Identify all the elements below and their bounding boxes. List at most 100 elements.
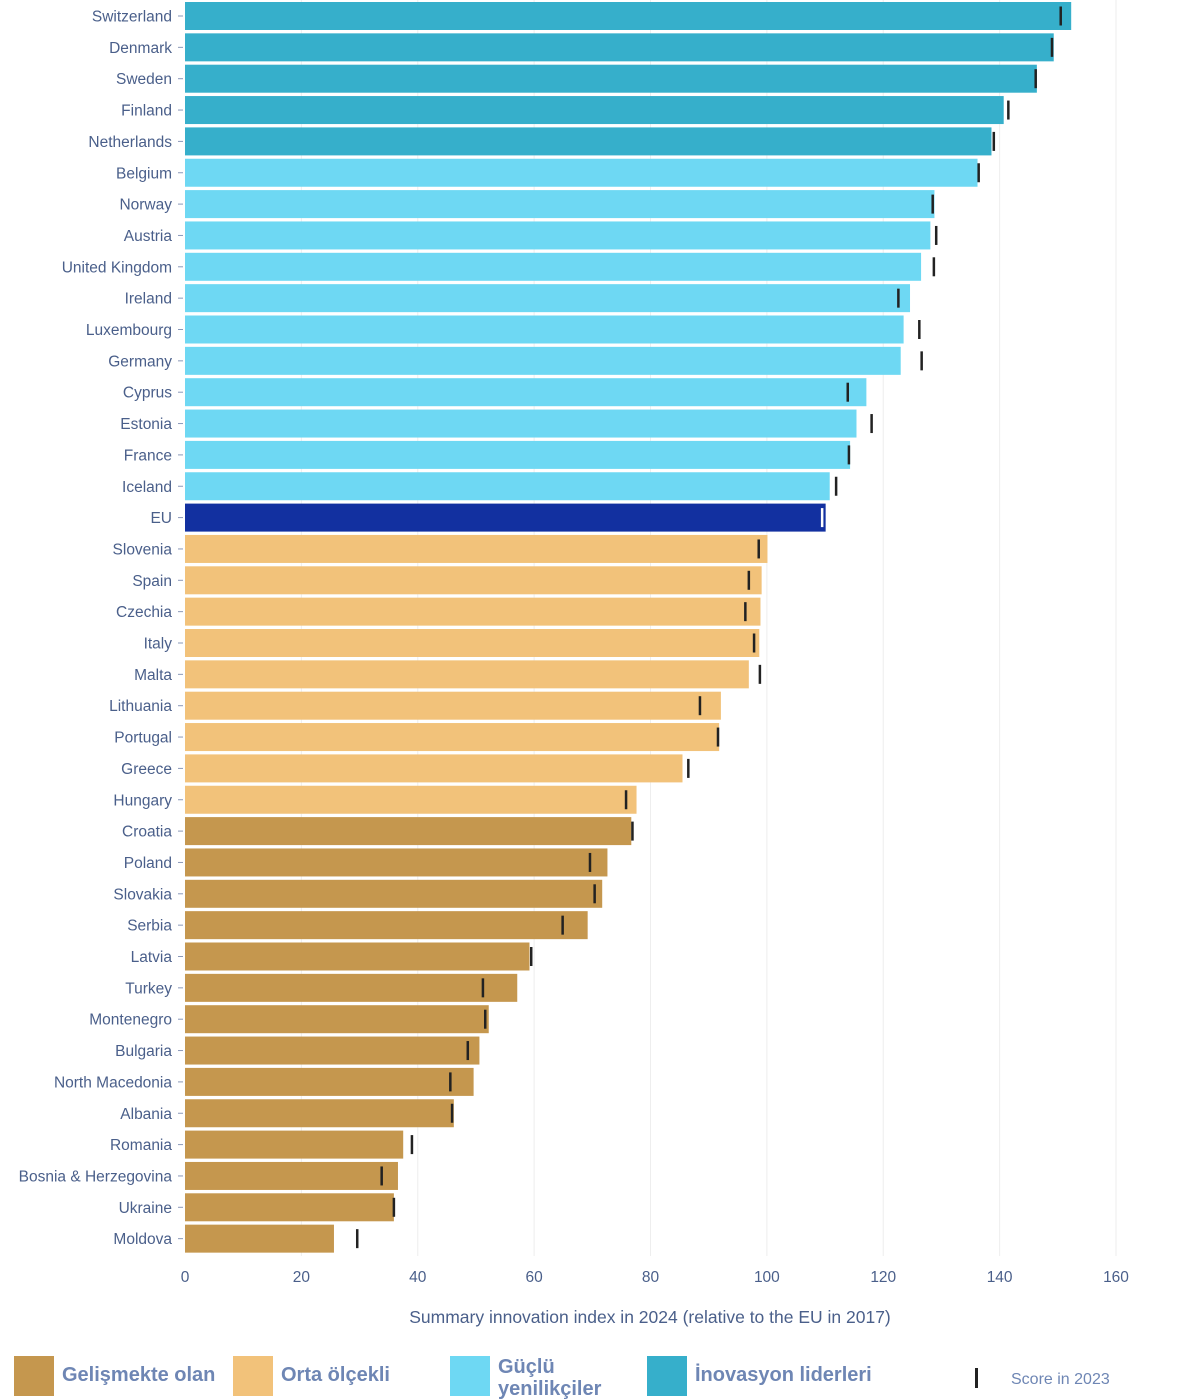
marker-2023-luxembourg xyxy=(918,320,921,339)
marker-2023-belgium xyxy=(977,163,980,183)
legend-label-score-2023: Score in 2023 xyxy=(1011,1371,1110,1388)
bar-series xyxy=(185,2,1072,1253)
x-tick-label: 120 xyxy=(870,1269,896,1286)
bar-slovenia xyxy=(185,534,768,563)
bar-bosnia-herzegovina xyxy=(185,1161,398,1190)
category-label-norway: Norway xyxy=(119,197,172,214)
marker-2023-france xyxy=(847,445,851,465)
bar-albania xyxy=(185,1099,454,1128)
category-label-lithuania: Lithuania xyxy=(109,698,172,715)
marker-2023-spain xyxy=(747,570,751,590)
x-tick-label: 20 xyxy=(293,1269,311,1286)
category-label-greece: Greece xyxy=(121,761,172,778)
marker-2023-bulgaria xyxy=(466,1041,470,1061)
marker-2023-cyprus xyxy=(846,382,850,402)
category-label-switzerland: Switzerland xyxy=(92,9,172,26)
category-label-croatia: Croatia xyxy=(122,824,172,841)
bar-austria xyxy=(185,221,931,250)
category-label-bulgaria: Bulgaria xyxy=(115,1043,172,1060)
bar-estonia xyxy=(185,409,857,438)
category-label-iceland: Iceland xyxy=(122,479,172,496)
legend-marker-2023 xyxy=(975,1368,978,1388)
bar-finland xyxy=(185,96,1004,125)
bar-luxembourg xyxy=(185,315,904,344)
bar-belgium xyxy=(185,158,978,187)
bar-montenegro xyxy=(185,1005,489,1034)
marker-2023-moldova xyxy=(355,1229,359,1249)
marker-2023-turkey xyxy=(481,978,485,998)
category-label-cyprus: Cyprus xyxy=(123,385,172,402)
category-label-czechia: Czechia xyxy=(116,604,172,621)
category-label-luxembourg: Luxembourg xyxy=(86,322,172,339)
category-label-estonia: Estonia xyxy=(120,416,172,433)
legend-label-strong: Güçlü yenilikçiler xyxy=(498,1356,602,1400)
marker-2023-latvia xyxy=(529,947,533,966)
x-tick-label: 80 xyxy=(642,1269,660,1286)
x-tick-label: 100 xyxy=(754,1269,780,1286)
bar-ireland xyxy=(185,284,911,313)
legend-swatch-emerging xyxy=(14,1356,54,1396)
category-label-montenegro: Montenegro xyxy=(89,1012,172,1029)
bar-denmark xyxy=(185,33,1054,62)
category-label-poland: Poland xyxy=(124,855,172,872)
category-label-france: France xyxy=(124,447,172,464)
score-2023-markers xyxy=(355,6,1062,1249)
bar-sweden xyxy=(185,64,1037,93)
marker-2023-eu xyxy=(820,508,824,528)
category-label-netherlands: Netherlands xyxy=(88,134,172,151)
category-label-italy: Italy xyxy=(144,636,173,653)
bar-czechia xyxy=(185,597,761,626)
marker-2023-estonia xyxy=(870,414,873,434)
legend-item-score-2023: Score in 2023 xyxy=(975,1356,1110,1391)
bar-moldova xyxy=(185,1224,334,1253)
bar-norway xyxy=(185,190,935,219)
marker-2023-finland xyxy=(1007,100,1010,120)
marker-2023-denmark xyxy=(1050,37,1054,57)
marker-2023-netherlands xyxy=(992,131,996,151)
category-label-portugal: Portugal xyxy=(114,730,172,747)
category-label-austria: Austria xyxy=(124,228,173,245)
bar-iceland xyxy=(185,472,830,501)
marker-2023-montenegro xyxy=(483,1009,487,1029)
legend-swatch-moderate xyxy=(233,1356,273,1396)
marker-2023-lithuania xyxy=(698,696,702,716)
marker-2023-hungary xyxy=(624,790,628,810)
marker-2023-greece xyxy=(687,758,690,778)
marker-2023-croatia xyxy=(631,821,634,841)
marker-2023-poland xyxy=(588,852,592,872)
bar-north-macedonia xyxy=(185,1067,474,1096)
category-label-serbia: Serbia xyxy=(127,918,172,935)
bar-italy xyxy=(185,629,760,657)
legend-swatch-strong xyxy=(450,1356,490,1396)
x-tick-label: 60 xyxy=(526,1269,544,1286)
bar-croatia xyxy=(185,817,632,846)
legend-swatch-leader xyxy=(647,1356,687,1396)
legend-item-leader: İnovasyon liderleri xyxy=(647,1356,872,1396)
category-label-north-macedonia: North Macedonia xyxy=(54,1074,172,1091)
bar-romania xyxy=(185,1130,404,1159)
category-label-latvia: Latvia xyxy=(131,949,173,966)
marker-2023-slovakia xyxy=(593,884,596,904)
marker-2023-norway xyxy=(931,194,934,214)
category-label-ireland: Ireland xyxy=(125,291,172,308)
marker-2023-ireland xyxy=(897,288,900,308)
bar-portugal xyxy=(185,723,720,752)
marker-2023-serbia xyxy=(561,915,564,935)
bar-eu xyxy=(185,503,826,532)
category-label-spain: Spain xyxy=(132,573,172,590)
x-tick-label: 40 xyxy=(409,1269,427,1286)
category-label-slovakia: Slovakia xyxy=(113,886,172,903)
x-tick-label: 0 xyxy=(181,1269,190,1286)
bar-netherlands xyxy=(185,127,992,156)
category-label-slovenia: Slovenia xyxy=(113,541,173,558)
bar-greece xyxy=(185,754,683,783)
bar-france xyxy=(185,440,851,469)
bar-malta xyxy=(185,660,749,689)
legend-item-emerging: Gelişmekte olan xyxy=(14,1356,215,1396)
marker-2023-germany xyxy=(920,351,923,371)
bar-cyprus xyxy=(185,378,867,407)
marker-2023-austria xyxy=(934,225,938,245)
category-label-bosnia-herzegovina: Bosnia & Herzegovina xyxy=(19,1168,173,1185)
x-axis-ticks: 0 20 40 60 80 100 120 140 160 xyxy=(181,1269,1130,1286)
bar-turkey xyxy=(185,973,518,1002)
